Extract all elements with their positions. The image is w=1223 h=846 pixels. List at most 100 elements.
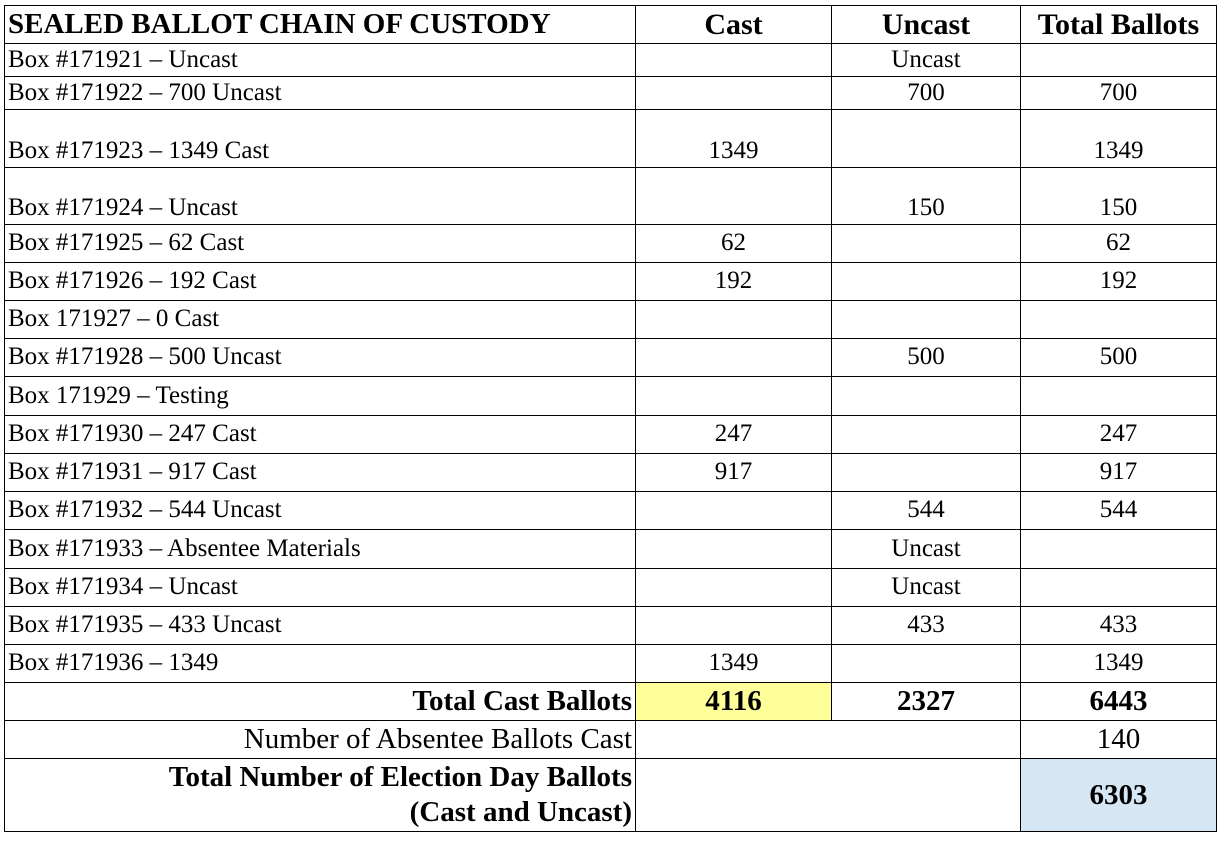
table-row: Box 171929 – Testing	[4, 376, 1217, 416]
uncast-cell: 150	[831, 167, 1021, 225]
table-title: SEALED BALLOT CHAIN OF CUSTODY	[4, 5, 636, 44]
cast-cell: 192	[635, 262, 832, 301]
uncast-cell: 433	[831, 606, 1021, 645]
total-cell	[1020, 529, 1217, 569]
total-cell: 544	[1020, 491, 1217, 530]
uncast-cell	[831, 644, 1021, 683]
total-cell: 500	[1020, 338, 1217, 377]
table-row: Box #171925 – 62 Cast 62 62	[4, 224, 1217, 263]
box-label: Box #171932 – 544 Uncast	[4, 491, 636, 530]
box-label: Box #171925 – 62 Cast	[4, 224, 636, 263]
total-cell	[1020, 376, 1217, 416]
total-cell: 1349	[1020, 109, 1217, 168]
uncast-cell	[831, 453, 1021, 492]
uncast-cell: 700	[831, 76, 1021, 110]
box-label: Box #171934 – Uncast	[4, 568, 636, 607]
uncast-cell	[831, 415, 1021, 454]
box-label: Box 171929 – Testing	[4, 376, 636, 416]
box-label: Box #171926 – 192 Cast	[4, 262, 636, 301]
uncast-cell: Uncast	[831, 529, 1021, 569]
total-cell: 62	[1020, 224, 1217, 263]
total-cell: 700	[1020, 76, 1217, 110]
election-day-empty-cell	[635, 758, 1021, 832]
election-day-label: Total Number of Election Day Ballots (Cas…	[4, 758, 636, 832]
election-day-label-line1: Total Number of Election Day Ballots	[168, 761, 632, 794]
total-cell	[1020, 568, 1217, 607]
total-cell: 150	[1020, 167, 1217, 225]
box-label: Box 171927 – 0 Cast	[4, 300, 636, 339]
box-label: Box #171931 – 917 Cast	[4, 453, 636, 492]
table-row: Box #171934 – Uncast Uncast	[4, 568, 1217, 607]
total-cell: 192	[1020, 262, 1217, 301]
uncast-cell: Uncast	[831, 43, 1021, 77]
cast-cell	[635, 491, 832, 530]
cast-cell	[635, 300, 832, 339]
absentee-empty-cell	[635, 720, 1021, 759]
uncast-cell	[831, 224, 1021, 263]
box-label: Box #171933 – Absentee Materials	[4, 529, 636, 569]
election-day-label-line2: (Cast and Uncast)	[409, 796, 632, 828]
cast-cell	[635, 568, 832, 607]
election-day-row: Total Number of Election Day Ballots (Cas…	[4, 758, 1217, 832]
totals-label: Total Cast Ballots	[4, 682, 636, 721]
table-row: Box #171928 – 500 Uncast 500 500	[4, 338, 1217, 377]
total-ballots-value: 6443	[1020, 682, 1217, 721]
total-cell: 433	[1020, 606, 1217, 645]
cast-cell: 917	[635, 453, 832, 492]
uncast-cell	[831, 376, 1021, 416]
box-label: Box #171921 – Uncast	[4, 43, 636, 77]
cast-cell	[635, 338, 832, 377]
column-header-uncast: Uncast	[831, 5, 1021, 44]
box-label: Box #171923 – 1349 Cast	[4, 109, 636, 168]
table-row: Box #171923 – 1349 Cast 1349 1349	[4, 109, 1217, 168]
table-row: Box #171935 – 433 Uncast 433 433	[4, 606, 1217, 645]
total-cell: 917	[1020, 453, 1217, 492]
cast-cell: 62	[635, 224, 832, 263]
ballot-custody-table: SEALED BALLOT CHAIN OF CUSTODY Cast Unca…	[4, 5, 1217, 832]
uncast-cell: 544	[831, 491, 1021, 530]
absentee-value: 140	[1020, 720, 1217, 759]
cast-cell	[635, 529, 832, 569]
cast-cell	[635, 76, 832, 110]
box-label: Box #171928 – 500 Uncast	[4, 338, 636, 377]
total-cell	[1020, 43, 1217, 77]
table-row: Box #171932 – 544 Uncast 544 544	[4, 491, 1217, 530]
election-day-value: 6303	[1020, 758, 1217, 832]
box-label: Box #171935 – 433 Uncast	[4, 606, 636, 645]
uncast-cell: 500	[831, 338, 1021, 377]
cast-cell: 247	[635, 415, 832, 454]
total-cell: 1349	[1020, 644, 1217, 683]
table-row: Box #171922 – 700 Uncast 700 700	[4, 76, 1217, 110]
absentee-label: Number of Absentee Ballots Cast	[4, 720, 636, 759]
uncast-cell	[831, 300, 1021, 339]
uncast-cell	[831, 109, 1021, 168]
cast-cell	[635, 167, 832, 225]
box-label: Box #171930 – 247 Cast	[4, 415, 636, 454]
cast-cell	[635, 606, 832, 645]
box-label: Box #171936 – 1349	[4, 644, 636, 683]
table-row: Box #171926 – 192 Cast 192 192	[4, 262, 1217, 301]
table-row: Box #171924 – Uncast 150 150	[4, 167, 1217, 225]
table-row: Box #171936 – 1349 1349 1349	[4, 644, 1217, 683]
table-row: Box #171921 – Uncast Uncast	[4, 43, 1217, 77]
total-cell: 247	[1020, 415, 1217, 454]
table-row: Box 171927 – 0 Cast	[4, 300, 1217, 339]
box-label: Box #171922 – 700 Uncast	[4, 76, 636, 110]
cast-cell	[635, 376, 832, 416]
box-label: Box #171924 – Uncast	[4, 167, 636, 225]
cast-cell	[635, 43, 832, 77]
table-row: Box #171933 – Absentee Materials Uncast	[4, 529, 1217, 569]
totals-row: Total Cast Ballots 4116 2327 6443	[4, 682, 1217, 721]
column-header-cast: Cast	[635, 5, 832, 44]
table-row: Box #171931 – 917 Cast 917 917	[4, 453, 1217, 492]
total-cast-value: 4116	[635, 682, 832, 721]
uncast-cell	[831, 262, 1021, 301]
absentee-row: Number of Absentee Ballots Cast 140	[4, 720, 1217, 759]
uncast-cell: Uncast	[831, 568, 1021, 607]
cast-cell: 1349	[635, 109, 832, 168]
header-row: SEALED BALLOT CHAIN OF CUSTODY Cast Unca…	[4, 5, 1217, 44]
table-row: Box #171930 – 247 Cast 247 247	[4, 415, 1217, 454]
column-header-total: Total Ballots	[1020, 5, 1217, 44]
total-uncast-value: 2327	[831, 682, 1021, 721]
cast-cell: 1349	[635, 644, 832, 683]
